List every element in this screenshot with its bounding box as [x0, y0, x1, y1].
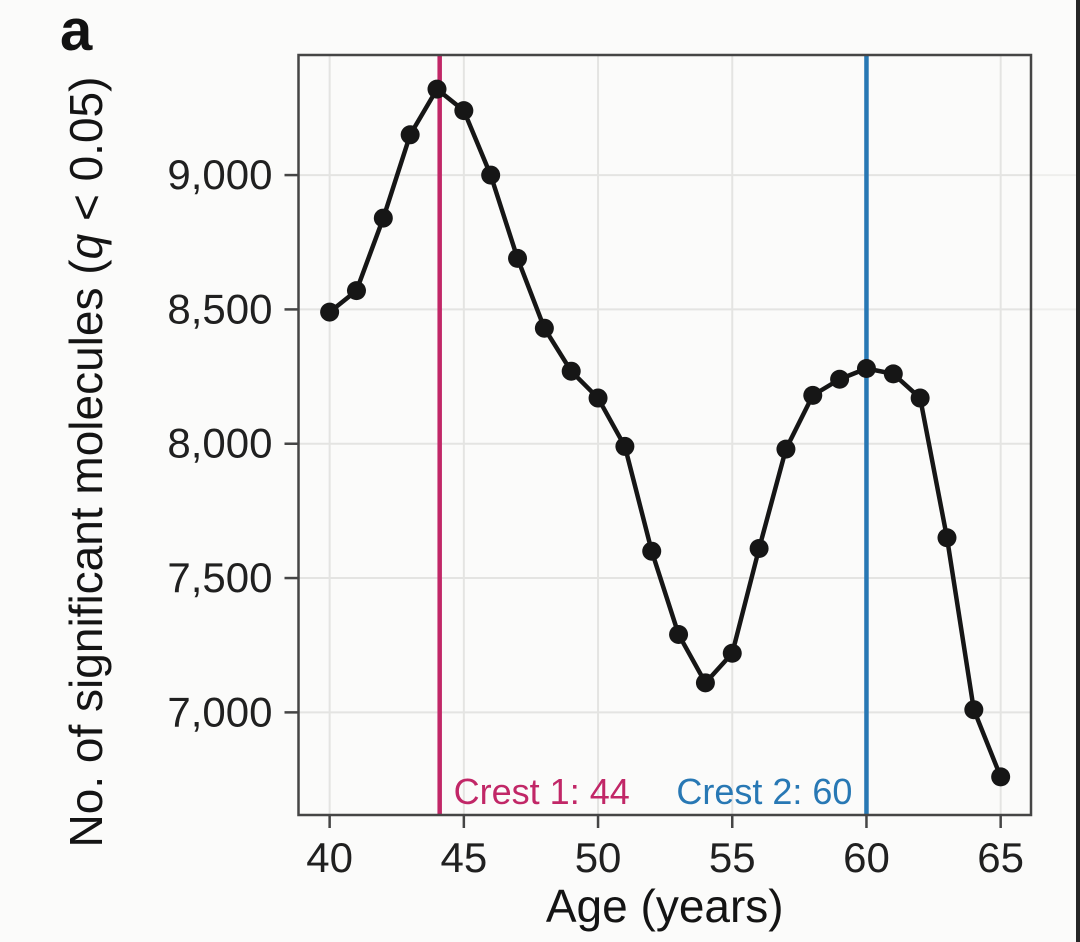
x-tick-label: 65: [977, 834, 1024, 881]
data-point: [803, 385, 823, 405]
data-point: [615, 436, 635, 456]
data-point: [508, 248, 528, 268]
x-tick-label: 60: [843, 834, 890, 881]
data-point: [856, 359, 876, 379]
y-tick-label: 8,500: [167, 285, 272, 332]
y-tick-label: 7,500: [167, 554, 272, 601]
data-point: [937, 528, 957, 548]
crest-1-label: Crest 1: 44: [454, 771, 630, 812]
x-tick-label: 50: [575, 834, 622, 881]
data-point: [910, 388, 930, 408]
data-point: [320, 302, 340, 322]
data-line: [327, 86, 1003, 780]
plot-border: [297, 53, 1033, 817]
data-point: [991, 767, 1011, 787]
x-tick-label: 45: [440, 834, 487, 881]
data-point: [964, 700, 984, 720]
data-point: [830, 369, 850, 389]
right-edge-bar: [1076, 0, 1080, 942]
data-point: [481, 165, 501, 185]
y-tick-label: 8,000: [167, 420, 272, 467]
data-point: [346, 281, 366, 301]
data-point: [588, 388, 608, 408]
data-point: [749, 539, 769, 559]
data-point: [427, 79, 447, 99]
x-axis-title: Age (years): [546, 880, 784, 932]
x-tick-label: 55: [709, 834, 756, 881]
y-tick-label: 7,000: [167, 688, 272, 735]
data-point: [695, 673, 715, 693]
data-point: [534, 318, 554, 338]
data-point: [883, 364, 903, 384]
panel-label: a: [60, 0, 93, 63]
data-point: [373, 208, 393, 228]
data-point: [776, 439, 796, 459]
y-axis-title: No. of significant molecules (q < 0.05): [60, 77, 112, 848]
data-point: [669, 624, 689, 644]
data-point: [722, 643, 742, 663]
data-point: [400, 125, 420, 145]
y-tick-label: 9,000: [167, 151, 272, 198]
x-tick-label: 40: [306, 834, 353, 881]
data-point: [561, 361, 581, 381]
data-point: [454, 101, 474, 121]
crest-2-label: Crest 2: 60: [676, 771, 852, 812]
data-point: [642, 541, 662, 561]
